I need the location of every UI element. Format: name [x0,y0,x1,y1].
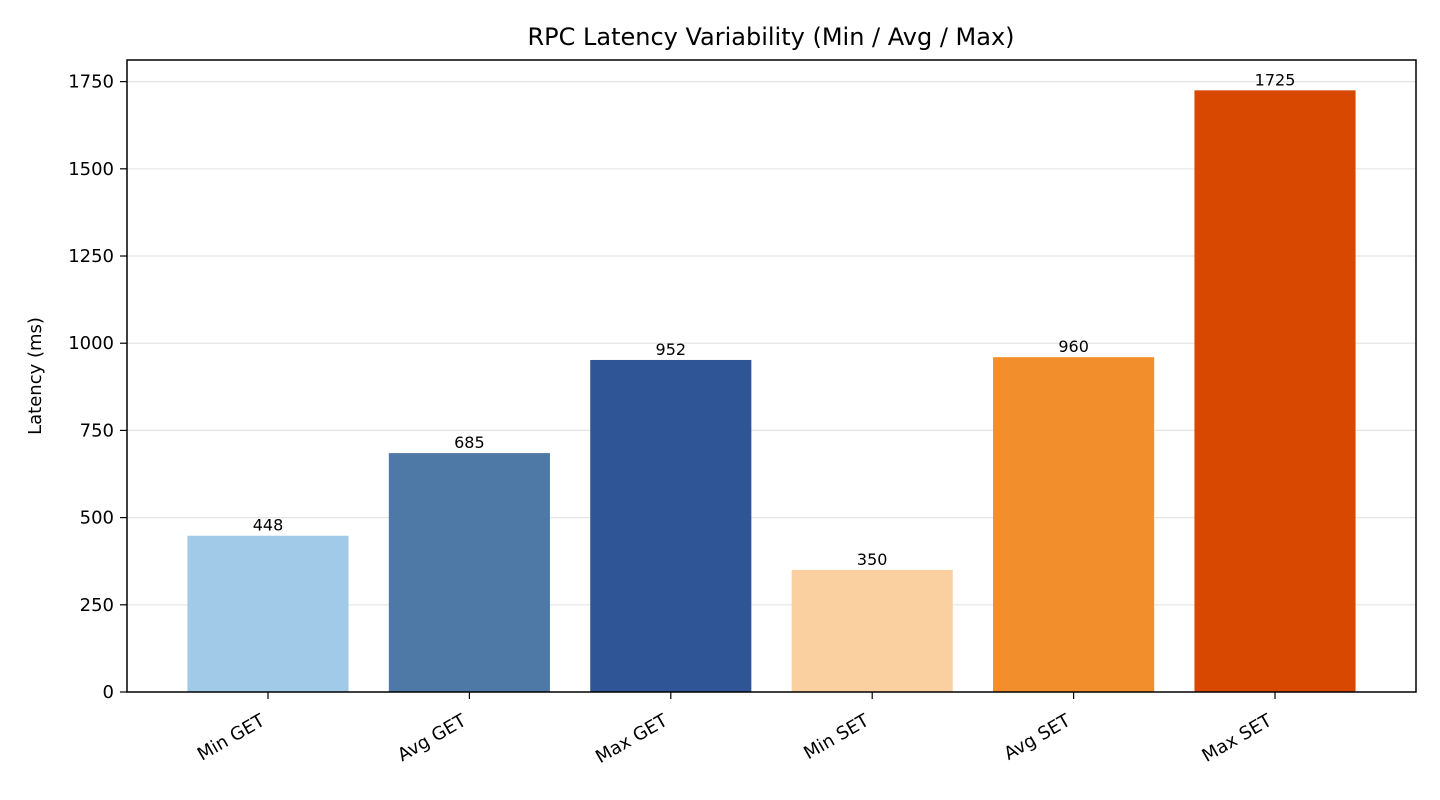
bar [993,357,1155,692]
grid-lines [127,81,1416,606]
bar [187,535,349,692]
y-tick-label: 750 [80,420,114,441]
y-axis-label: Latency (ms) [25,317,46,435]
bar [388,453,550,692]
y-tick-label: 1000 [68,333,114,354]
bar-value-label: 952 [656,340,687,359]
x-tick-label: Avg SET [1001,710,1075,765]
x-tick-label: Avg GET [394,710,471,766]
bar-value-label: 350 [857,550,888,569]
x-tick-label: Max SET [1199,710,1277,767]
bar [590,359,752,692]
bar [791,569,953,692]
plot-frame [126,59,1417,693]
bar-value-label: 685 [454,433,485,452]
bar [1194,90,1356,693]
bar-value-label: 960 [1058,337,1089,356]
y-tick-label: 1250 [68,246,114,267]
y-axis: 0 250 500 750 1000 1250 1500 1750 [68,72,127,703]
x-tick-label: Min SET [800,710,873,764]
bar-value-label: 1725 [1255,70,1296,89]
x-tick-label: Min GET [194,710,269,766]
y-tick-label: 1500 [68,159,114,180]
y-tick-label: 0 [103,682,114,703]
chart-title: RPC Latency Variability (Min / Avg / Max… [527,23,1014,51]
y-tick-label: 250 [80,595,114,616]
x-axis: Min GET Avg GET Max GET Min SET Avg SET Max S… [194,692,1276,768]
x-tick-label: Max GET [592,710,672,768]
bars [187,90,1356,693]
y-tick-label: 1750 [68,72,114,93]
data-labels: 448 685 952 350 960 1725 [253,70,1296,569]
bar-value-label: 448 [253,516,284,535]
y-tick-label: 500 [80,508,114,529]
